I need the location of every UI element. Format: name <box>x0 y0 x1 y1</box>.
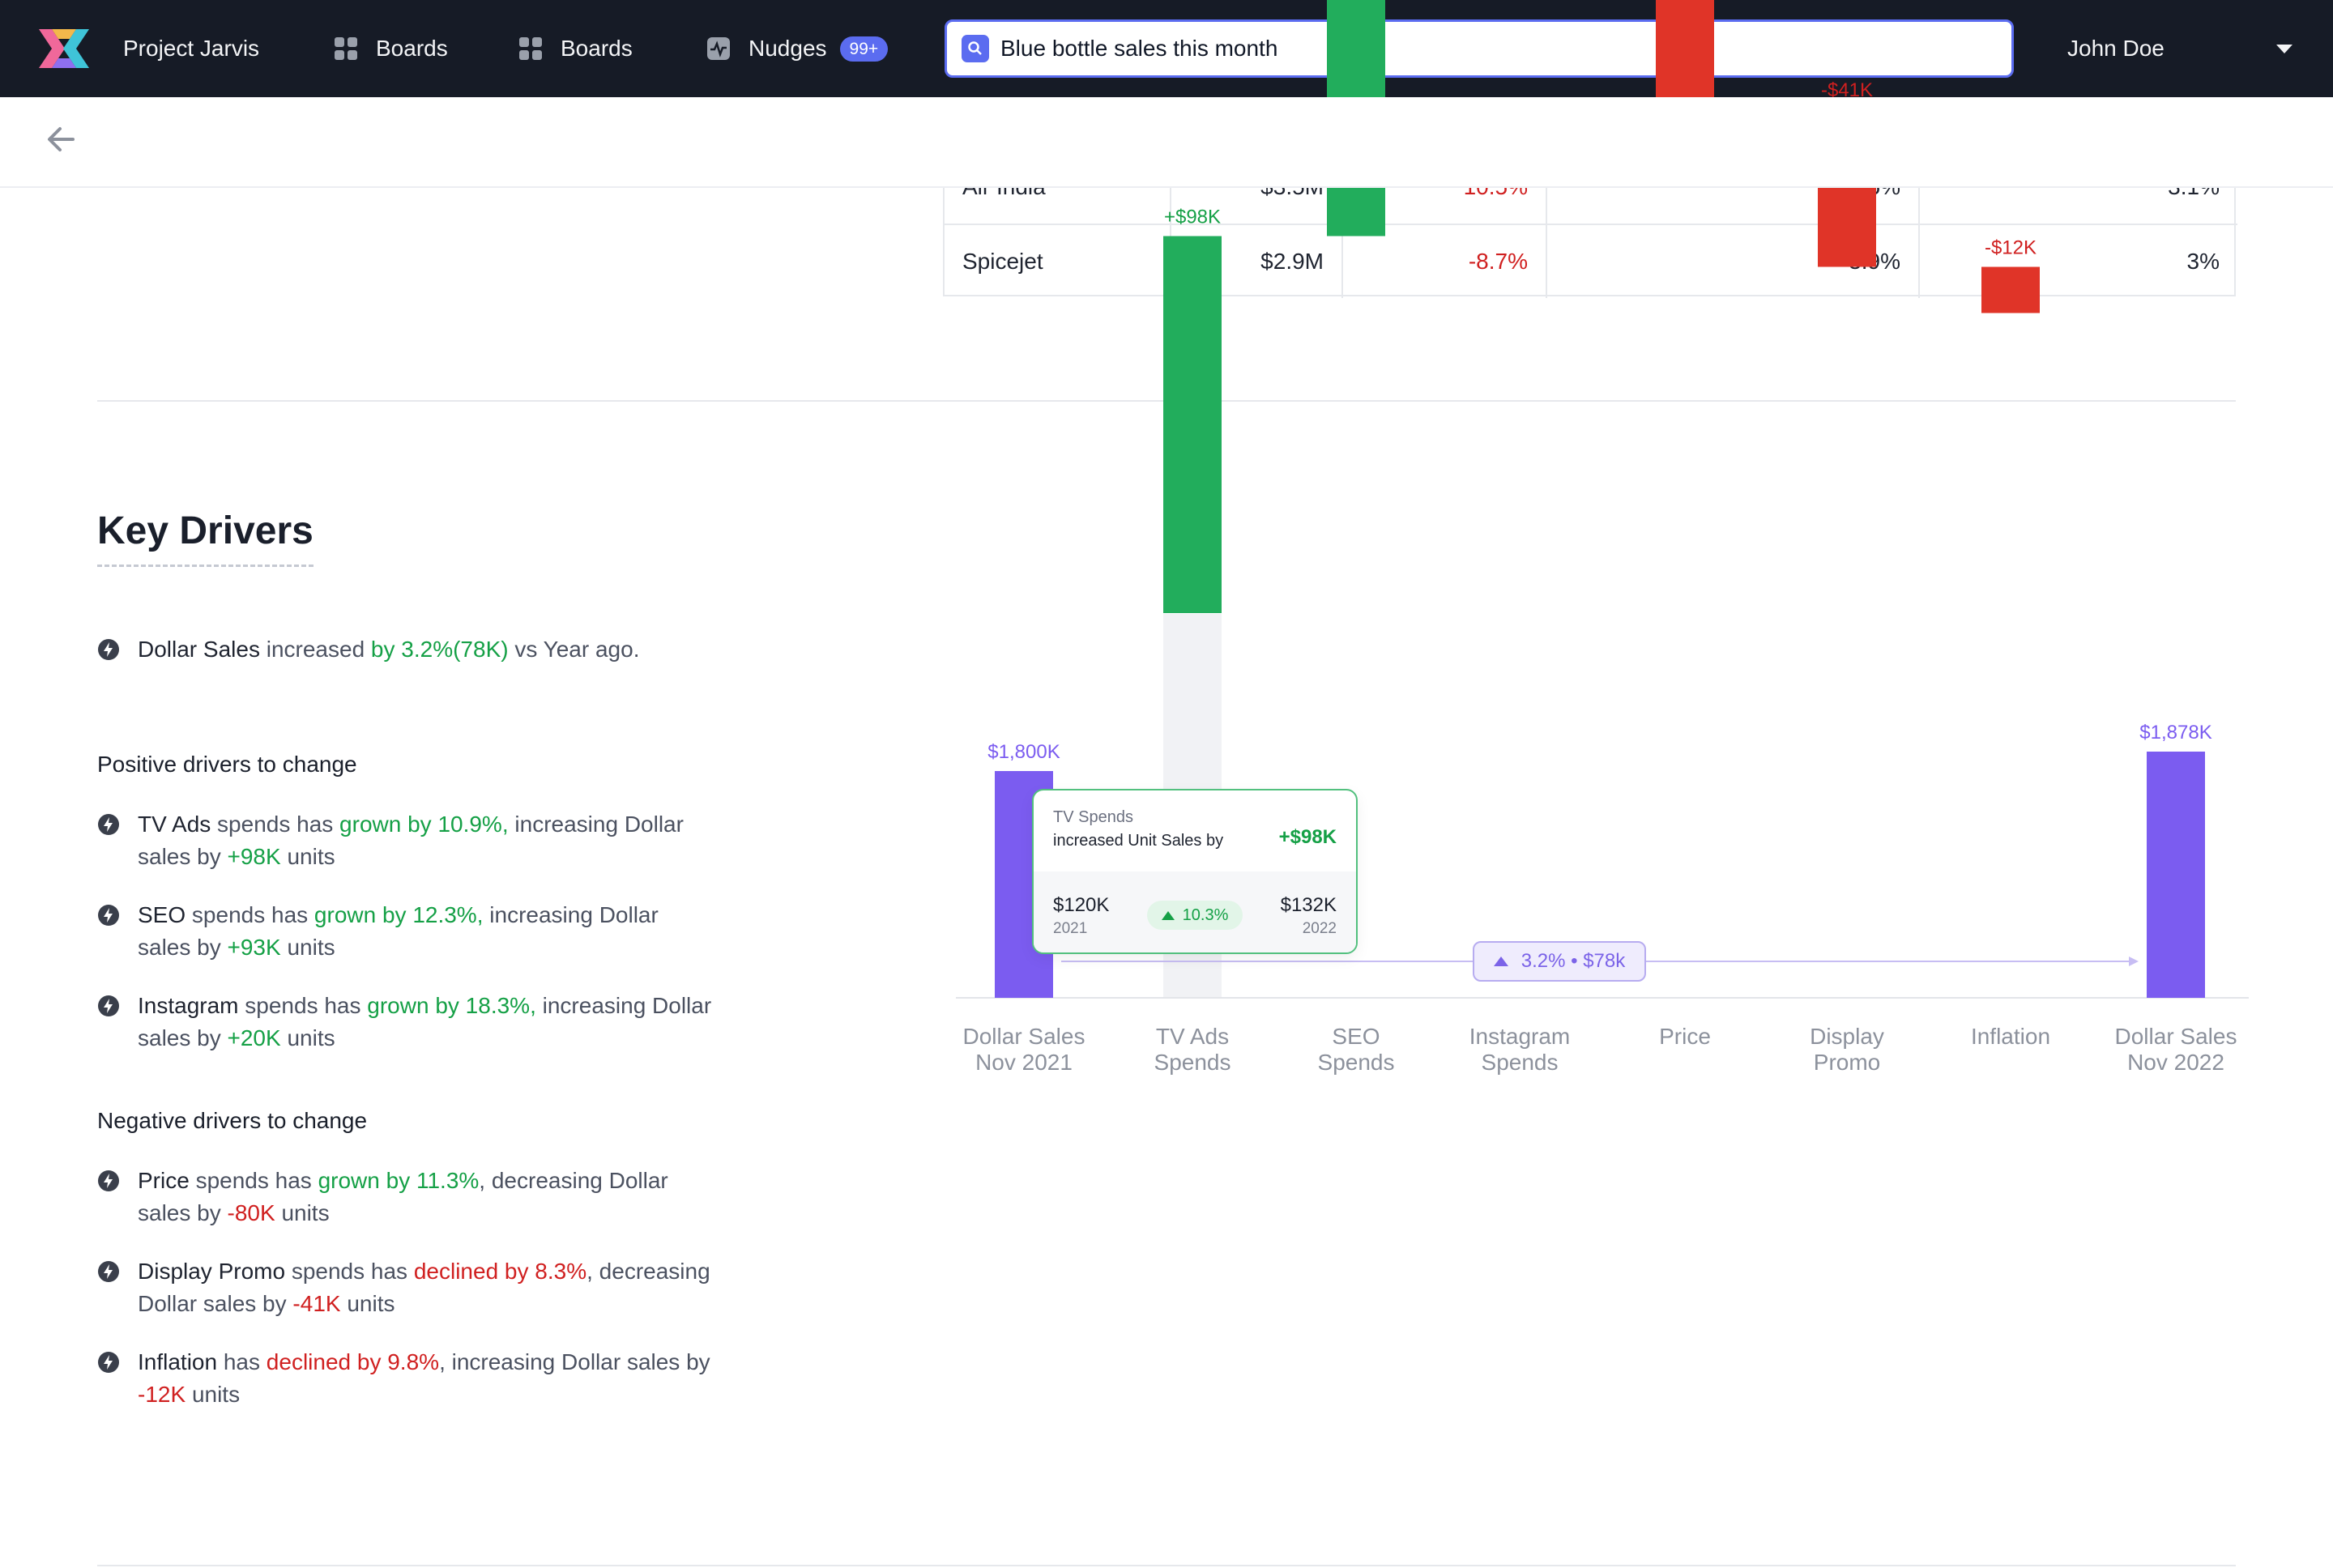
x-tick-label: SEO Spends <box>1275 1024 1437 1076</box>
activity-icon <box>707 37 730 60</box>
driver-item: Price spends has grown by 11.3%, decreas… <box>97 1165 713 1229</box>
x-tick-label: Display Promo <box>1766 1024 1928 1076</box>
summary-change-pill: 3.2% • $78k <box>1473 941 1646 982</box>
table-cell-share-ly: 3% <box>2186 249 2220 274</box>
negative-drivers-heading: Negative drivers to change <box>97 1108 368 1133</box>
grid-icon <box>335 37 357 60</box>
logo-icon[interactable] <box>37 28 91 70</box>
x-tick-label-line: Dollar Sales <box>2114 1024 2237 1049</box>
section-divider <box>97 1565 2236 1566</box>
x-tick-label-line: Instagram <box>1469 1024 1571 1049</box>
bolt-icon <box>98 905 119 926</box>
waterfall-bar[interactable] <box>2147 752 2205 998</box>
driver-item: SEO spends has grown by 12.3%, increasin… <box>97 899 713 964</box>
x-tick-label: TV Ads Spends <box>1111 1024 1273 1076</box>
x-tick-label-line: Inflation <box>1970 1024 2051 1049</box>
driver-tooltip: TV Spends increased Unit Sales by +$98K … <box>1032 789 1358 954</box>
triangle-up-icon <box>1493 957 1508 966</box>
key-drivers-title: Key Drivers <box>97 509 313 567</box>
bolt-icon <box>98 814 119 835</box>
x-tick-label: Instagram Spends <box>1439 1024 1601 1076</box>
user-name[interactable]: John Doe <box>2067 36 2165 61</box>
nav-boards-2-label: Boards <box>561 36 633 61</box>
search-input[interactable] <box>1000 36 1973 62</box>
driver-summary: Dollar Sales increased by 3.2%(78K) vs Y… <box>97 633 713 666</box>
x-tick-label: Dollar Sales Nov 2022 <box>2095 1024 2257 1076</box>
table-row: Spicejet $2.9M -8.7% 3.9% 3% <box>945 224 2237 298</box>
triangle-up-icon <box>1161 910 1175 920</box>
chevron-down-icon[interactable] <box>2275 40 2294 57</box>
summary-change: 3.2% • $78k <box>1521 950 1626 972</box>
x-tick-label: Dollar Sales Nov 2021 <box>943 1024 1105 1076</box>
x-tick-label-line: Spends <box>1317 1050 1395 1075</box>
x-tick-label-line: Spends <box>1481 1050 1559 1075</box>
driver-item: Display Promo spends has declined by 8.3… <box>97 1255 713 1320</box>
tooltip-delta: +$98K <box>1278 826 1337 848</box>
app-name[interactable]: Project Jarvis <box>123 36 260 61</box>
x-tick-label-line: Nov 2022 <box>2127 1050 2224 1075</box>
nav-boards-2[interactable]: Boards <box>518 0 633 97</box>
tooltip-from-year: 2021 <box>1053 920 1088 937</box>
x-tick-label: Inflation <box>1930 1024 2092 1050</box>
arrow-left-icon[interactable] <box>45 125 78 154</box>
tooltip-change: 10.3% <box>1182 905 1229 924</box>
nudges-badge: 99+ <box>839 36 889 62</box>
bolt-icon <box>98 1352 119 1373</box>
nav-boards-1[interactable]: Boards <box>334 0 448 97</box>
table-cell-change: -8.7% <box>1343 225 1547 298</box>
arrow-right-icon <box>2129 957 2139 966</box>
tooltip-to-year: 2022 <box>1302 920 1337 937</box>
nav-boards-1-label: Boards <box>376 36 448 61</box>
tooltip-to-value: $132K <box>1280 894 1337 916</box>
search-bar[interactable] <box>945 19 2014 78</box>
bar-value-label: $1,878K <box>2139 722 2211 744</box>
x-tick-label-line: Dollar Sales <box>962 1024 1085 1049</box>
x-tick-label-line: Display <box>1810 1024 1884 1049</box>
nav-nudges-label: Nudges <box>749 36 827 61</box>
x-tick-label: Price <box>1604 1024 1766 1050</box>
search-icon <box>962 35 989 62</box>
driver-item: TV Ads spends has grown by 10.9%, increa… <box>97 808 713 873</box>
positive-drivers-heading: Positive drivers to change <box>97 752 357 777</box>
nav-nudges[interactable]: Nudges 99+ <box>706 0 889 97</box>
bar-value-label: $1,800K <box>987 741 1060 763</box>
sub-header <box>0 97 2333 188</box>
x-tick-label-line: Spends <box>1154 1050 1231 1075</box>
grid-icon <box>519 37 542 60</box>
bolt-icon <box>98 1170 119 1191</box>
x-tick-label-line: Price <box>1659 1024 1711 1049</box>
tooltip-from-value: $120K <box>1053 894 1110 916</box>
driver-item: Instagram spends has grown by 18.3%, inc… <box>97 990 713 1055</box>
table-cell-name: Spicejet <box>945 225 1171 298</box>
driver-item: Inflation has declined by 9.8%, increasi… <box>97 1346 713 1411</box>
x-tick-label-line: TV Ads <box>1155 1024 1230 1049</box>
tooltip-caption: TV Spends <box>1053 808 1133 826</box>
bolt-icon <box>98 1261 119 1282</box>
x-tick-label-line: Promo <box>1813 1050 1881 1075</box>
bolt-icon <box>98 639 119 660</box>
bolt-icon <box>98 995 119 1016</box>
tooltip-change-pill: 10.3% <box>1147 901 1243 930</box>
x-tick-label-line: SEO <box>1332 1024 1380 1049</box>
table-cell-share: 3.9% <box>1547 225 1920 298</box>
x-tick-label-line: Nov 2021 <box>975 1050 1073 1075</box>
section-divider <box>97 400 2236 402</box>
top-nav: Project Jarvis Boards Boards Nudges 99+ … <box>0 0 2333 97</box>
table-cell-value: $2.9M <box>1171 225 1343 298</box>
